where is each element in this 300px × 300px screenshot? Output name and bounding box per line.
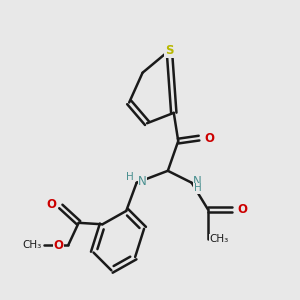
Text: H: H [194, 183, 201, 193]
Text: N: N [138, 175, 147, 188]
Text: O: O [46, 199, 56, 212]
Text: S: S [165, 44, 174, 57]
Text: O: O [204, 132, 214, 145]
Text: CH₃: CH₃ [22, 240, 41, 250]
Text: O: O [54, 238, 64, 252]
Text: CH₃: CH₃ [209, 234, 229, 244]
Text: N: N [193, 175, 202, 188]
Text: O: O [237, 203, 247, 216]
Text: H: H [127, 172, 134, 182]
